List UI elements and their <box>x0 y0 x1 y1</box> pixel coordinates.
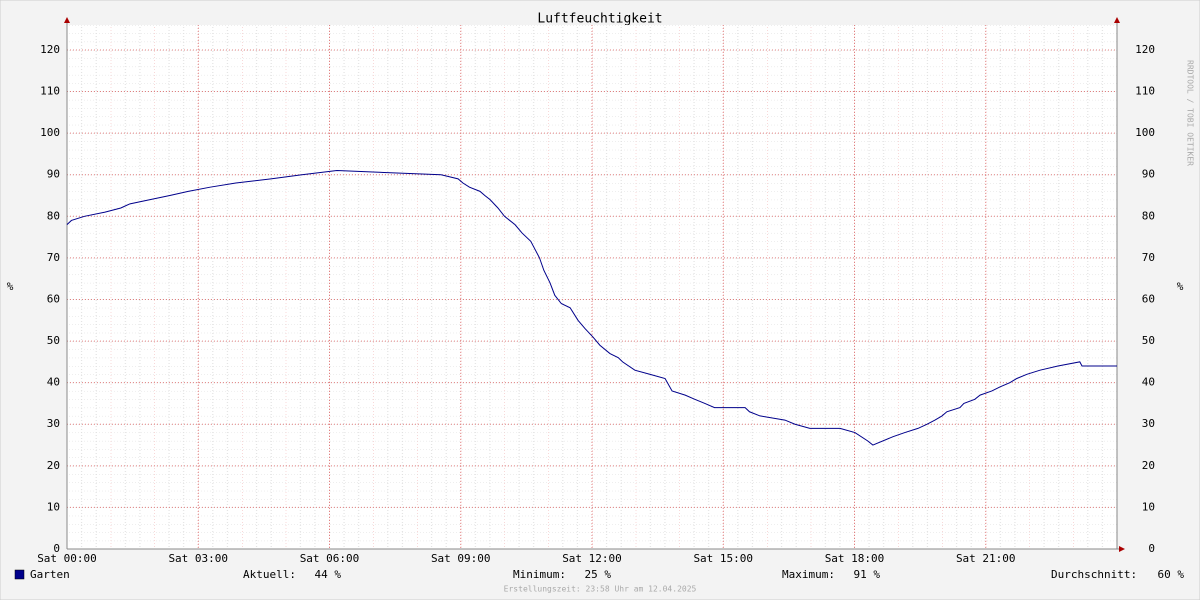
y2-tick-label: 30 <box>1142 417 1155 430</box>
y2-tick-label: 20 <box>1142 459 1155 472</box>
chart-title: Luftfeuchtigkeit <box>537 12 662 27</box>
x-tick-label: Sat 09:00 <box>431 552 491 565</box>
y-tick-label: 10 <box>47 500 60 513</box>
x-tick-label: Sat 03:00 <box>168 552 228 565</box>
stat-value: 44 % <box>315 568 342 581</box>
y-tick-label: 90 <box>47 168 60 181</box>
stat-label: Maximum: <box>782 568 835 581</box>
y-tick-label: 70 <box>47 251 60 264</box>
legend-swatch <box>14 569 25 580</box>
y-tick-label: 40 <box>47 376 60 389</box>
y-tick-label: 100 <box>40 126 60 139</box>
y-tick-label: 80 <box>47 209 60 222</box>
y-tick-label: 30 <box>47 417 60 430</box>
y2-tick-label: 110 <box>1135 85 1155 98</box>
y2-tick-label: 90 <box>1142 168 1155 181</box>
y-tick-label: 110 <box>40 85 60 98</box>
stat-label: Aktuell: <box>243 568 296 581</box>
y-tick-label: 50 <box>47 334 60 347</box>
y-axis-label: % <box>7 280 14 293</box>
data-line <box>66 170 1117 446</box>
y-tick-label: 120 <box>40 43 60 56</box>
y2-tick-label: 80 <box>1142 209 1155 222</box>
stat-value: 25 % <box>585 568 612 581</box>
y-tick-label: 60 <box>47 292 60 305</box>
arrow <box>64 17 70 23</box>
y2-tick-label: 40 <box>1142 376 1155 389</box>
x-tick-label: Sat 18:00 <box>825 552 885 565</box>
x-tick-label: Sat 06:00 <box>300 552 360 565</box>
y2-tick-label: 50 <box>1142 334 1155 347</box>
y-tick-label: 20 <box>47 459 60 472</box>
watermark: RRDTOOL / TOBI OETIKER <box>1186 60 1195 166</box>
stat-value: 91 % <box>854 568 881 581</box>
arrow <box>1114 17 1120 23</box>
y2-tick-label: 0 <box>1148 542 1155 555</box>
legend-label: Garten <box>30 568 70 581</box>
y-tick-label: 0 <box>53 542 60 555</box>
y2-axis-label: % <box>1177 280 1184 293</box>
y2-tick-label: 100 <box>1135 126 1155 139</box>
stat-label: Durchschnitt: <box>1051 568 1137 581</box>
stat-label: Minimum: <box>513 568 566 581</box>
x-tick-label: Sat 21:00 <box>956 552 1016 565</box>
y2-tick-label: 10 <box>1142 500 1155 513</box>
arrow <box>1119 546 1125 552</box>
y2-tick-label: 70 <box>1142 251 1155 264</box>
stat-value: 60 % <box>1158 568 1185 581</box>
x-tick-label: Sat 12:00 <box>562 552 622 565</box>
y2-tick-label: 60 <box>1142 292 1155 305</box>
y2-tick-label: 120 <box>1135 43 1155 56</box>
x-tick-label: Sat 15:00 <box>693 552 753 565</box>
footer: Erstellungszeit: 23:58 Uhr am 12.04.2025 <box>504 585 697 594</box>
x-tick-label: Sat 00:00 <box>37 552 97 565</box>
